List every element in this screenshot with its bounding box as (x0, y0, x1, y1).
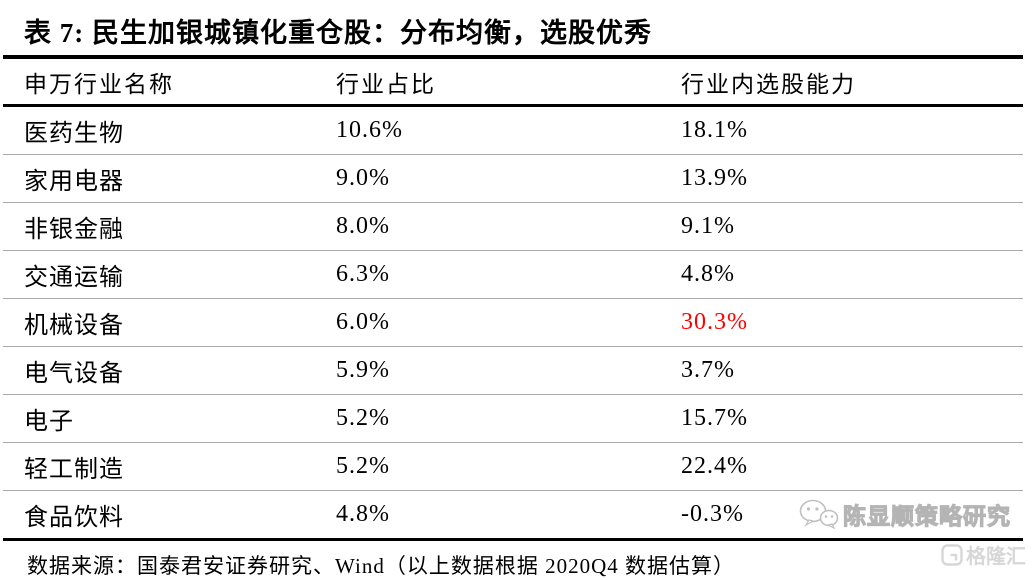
selection-cell: 9.1% (681, 202, 1023, 251)
industry-cell: 机械设备 (3, 298, 336, 347)
share-cell: 4.8% (336, 490, 681, 541)
industry-cell: 交通运输 (3, 250, 336, 299)
table-row: 机械设备 6.0% 30.3% (3, 298, 1023, 347)
table-header-row: 申万行业名称 行业占比 行业内选股能力 (3, 59, 1023, 107)
col-header-share: 行业占比 (336, 59, 681, 107)
table-row: 电子 5.2% 15.7% (3, 394, 1023, 443)
selection-cell: 18.1% (681, 105, 1023, 155)
table-row: 食品饮料 4.8% -0.3% (3, 490, 1023, 541)
share-cell: 10.6% (336, 105, 681, 155)
table-row: 家用电器 9.0% 13.9% (3, 154, 1023, 203)
share-cell: 8.0% (336, 202, 681, 251)
share-cell: 5.9% (336, 346, 681, 395)
data-source-note: 数据来源：国泰君安证券研究、Wind（以上数据根据 2020Q4 数据估算） (27, 554, 735, 578)
share-cell: 5.2% (336, 442, 681, 491)
col-header-industry: 申万行业名称 (3, 59, 336, 107)
table-title: 表 7: 民生加银城镇化重仓股：分布均衡，选股优秀 (3, 0, 1023, 59)
table-row: 非银金融 8.0% 9.1% (3, 202, 1023, 251)
selection-cell: 13.9% (681, 154, 1023, 203)
wechat-icon (799, 499, 839, 529)
industry-cell: 电子 (3, 394, 336, 443)
share-cell: 9.0% (336, 154, 681, 203)
table-row: 轻工制造 5.2% 22.4% (3, 442, 1023, 491)
gelonghui-watermark: 格隆汇 (941, 540, 1026, 569)
table-row: 电气设备 5.9% 3.7% (3, 346, 1023, 395)
industry-cell: 食品饮料 (3, 490, 336, 541)
table-sheet: 表 7: 民生加银城镇化重仓股：分布均衡，选股优秀 申万行业名称 行业占比 行业… (3, 0, 1023, 580)
industry-cell: 电气设备 (3, 346, 336, 395)
industry-cell: 医药生物 (3, 105, 336, 155)
selection-cell: 4.8% (681, 250, 1023, 299)
selection-cell: 3.7% (681, 346, 1023, 395)
selection-cell: 22.4% (681, 442, 1023, 491)
wechat-account-label: 陈显顺策略研究 (843, 504, 1011, 530)
share-cell: 6.3% (336, 250, 681, 299)
industry-cell: 家用电器 (3, 154, 336, 203)
col-header-selection: 行业内选股能力 (681, 59, 1023, 107)
share-cell: 5.2% (336, 394, 681, 443)
selection-cell: 15.7% (681, 394, 1023, 443)
selection-cell: -0.3% (681, 490, 1023, 541)
share-cell: 6.0% (336, 298, 681, 347)
industry-cell: 轻工制造 (3, 442, 336, 491)
table-row: 医药生物 10.6% 18.1% (3, 105, 1023, 155)
table-row: 交通运输 6.3% 4.8% (3, 250, 1023, 299)
industry-table: 申万行业名称 行业占比 行业内选股能力 医药生物 10.6% 18.1% 家用电… (3, 59, 1023, 541)
selection-cell-highlighted: 30.3% (681, 298, 1023, 347)
industry-cell: 非银金融 (3, 202, 336, 251)
gelonghui-logo-icon (941, 543, 963, 566)
gelonghui-label: 格隆汇 (966, 546, 1026, 568)
wechat-watermark: 陈显顺策略研究 (799, 497, 1011, 531)
